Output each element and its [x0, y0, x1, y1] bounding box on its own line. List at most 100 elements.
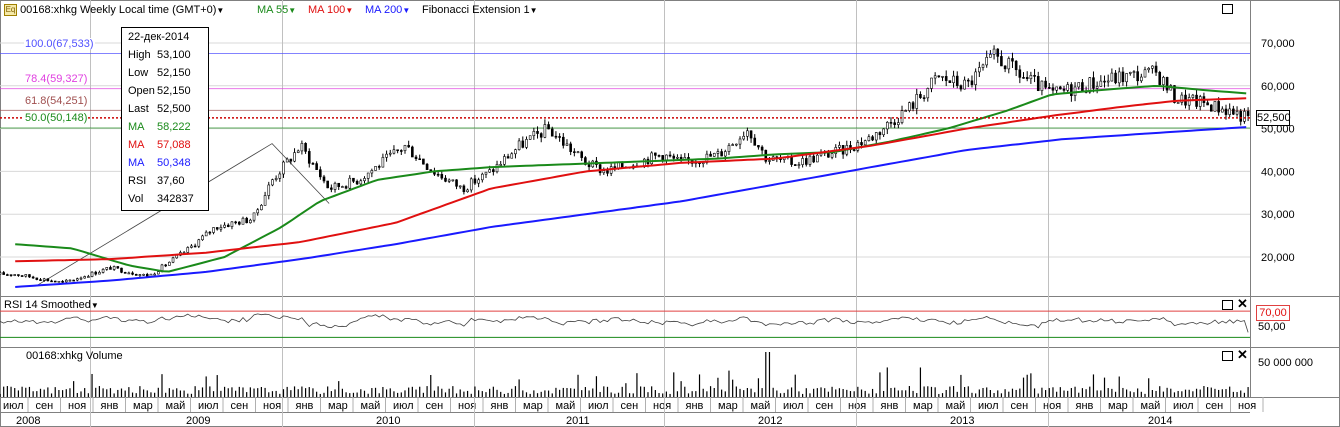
volume-bar	[540, 391, 542, 397]
triangle-down-icon[interactable]: ▼	[90, 301, 99, 310]
triangle-down-icon[interactable]: ▼	[288, 6, 297, 15]
volume-bar	[422, 392, 424, 397]
volume-bar	[503, 393, 505, 397]
info-row-value: 53,100	[157, 49, 191, 61]
volume-bar	[1033, 388, 1036, 397]
info-row: MA 50,348	[128, 154, 191, 172]
ma55-legend[interactable]: MA 55▼	[257, 3, 296, 17]
candle-body	[267, 184, 271, 196]
volume-bar	[533, 390, 535, 397]
volume-bar	[176, 388, 178, 397]
volume-bar	[260, 386, 263, 397]
candle-body	[768, 160, 771, 162]
volume-bar	[676, 391, 679, 397]
volume-bar	[209, 386, 211, 397]
symbol-title[interactable]: 00168:xhkg Weekly Local time (GMT+0)	[20, 4, 217, 16]
rsi-maximize-icon[interactable]	[1222, 300, 1233, 310]
volume-bar	[835, 389, 837, 397]
volume-bar	[1100, 390, 1102, 397]
symbol-badge[interactable]: Eq	[4, 4, 17, 16]
volume-bar	[25, 387, 27, 397]
volume-bar	[268, 392, 270, 397]
info-row: Open 52,150	[128, 82, 191, 100]
volume-bar	[1218, 389, 1220, 397]
volume-bar	[65, 389, 67, 397]
volume-bar	[76, 392, 78, 397]
ma100-legend[interactable]: MA 100▼	[308, 3, 353, 17]
volume-bar	[128, 387, 130, 397]
volume-bar	[474, 386, 476, 397]
candle-body	[753, 137, 757, 146]
candle-body	[197, 239, 201, 247]
volume-bar	[577, 374, 579, 397]
maximize-icon[interactable]	[1222, 4, 1233, 14]
volume-bar	[820, 387, 822, 397]
candle-body	[1025, 77, 1029, 80]
x-month-label: май	[361, 400, 381, 412]
candle-body	[562, 136, 565, 146]
volume-bar	[779, 393, 782, 397]
candle-body	[514, 149, 517, 155]
candle-body	[893, 122, 896, 125]
info-row-label: MA	[128, 121, 145, 133]
fibo-label-784: 78.4(59,327)	[24, 73, 89, 85]
candle-body	[963, 79, 966, 90]
volume-bar	[1210, 387, 1212, 397]
y-tick-label: 60,000	[1261, 81, 1295, 93]
volume-bar	[1070, 388, 1072, 397]
volume-bar	[150, 392, 152, 397]
ma200-legend[interactable]: MA 200▼	[365, 3, 410, 17]
candle-body	[112, 266, 116, 270]
volume-maximize-icon[interactable]	[1222, 351, 1233, 361]
volume-bar	[566, 388, 568, 397]
volume-bar	[1008, 391, 1010, 397]
volume-bar	[28, 386, 31, 397]
x-month-label: сен	[36, 400, 54, 412]
volume-bar	[883, 390, 885, 397]
triangle-down-icon[interactable]: ▼	[529, 6, 538, 15]
candle-body	[400, 150, 403, 152]
volume-bar	[964, 387, 966, 397]
triangle-down-icon[interactable]: ▼	[402, 6, 411, 15]
volume-bar	[871, 388, 874, 397]
volume-close-icon[interactable]: ✕	[1237, 347, 1248, 362]
candle-body	[315, 163, 318, 170]
candle-body	[455, 179, 458, 187]
candle-body	[720, 151, 723, 157]
volume-bar	[514, 386, 517, 397]
rsi-panel-title[interactable]: RSI 14 Smoothed▼	[4, 299, 99, 311]
candle-body	[352, 177, 355, 182]
fibonacci-legend[interactable]: Fibonacci Extension 1▼	[422, 3, 538, 17]
candle-body	[1014, 60, 1018, 71]
triangle-down-icon[interactable]: ▼	[216, 6, 225, 15]
volume-bar	[802, 393, 804, 397]
volume-bar	[647, 392, 649, 397]
candle-body	[164, 264, 167, 267]
candle-body	[506, 156, 510, 159]
candle-body	[749, 130, 753, 139]
volume-bar	[10, 386, 12, 397]
volume-bar	[518, 379, 520, 397]
volume-bar	[886, 367, 888, 397]
triangle-down-icon[interactable]: ▼	[345, 6, 354, 15]
volume-bar	[651, 386, 653, 397]
candle-body	[201, 235, 204, 241]
x-year-label: 2008	[16, 415, 40, 427]
volume-bar	[897, 390, 899, 397]
rsi-close-icon[interactable]: ✕	[1237, 296, 1248, 311]
volume-bar	[824, 388, 826, 397]
candle-body	[35, 277, 39, 280]
volume-bar	[470, 393, 472, 397]
x-month-label: июл	[1173, 400, 1194, 412]
candle-body	[580, 151, 584, 158]
candle-body	[804, 158, 808, 165]
volume-bar	[312, 388, 314, 397]
info-date: 22-дек-2014	[128, 31, 190, 43]
volume-bar	[1166, 387, 1168, 397]
volume-bar	[559, 389, 561, 397]
volume-bar	[190, 393, 193, 397]
candle-body	[377, 166, 381, 168]
x-month-label: май	[166, 400, 186, 412]
volume-bar	[934, 387, 936, 397]
volume-bar	[279, 393, 281, 397]
